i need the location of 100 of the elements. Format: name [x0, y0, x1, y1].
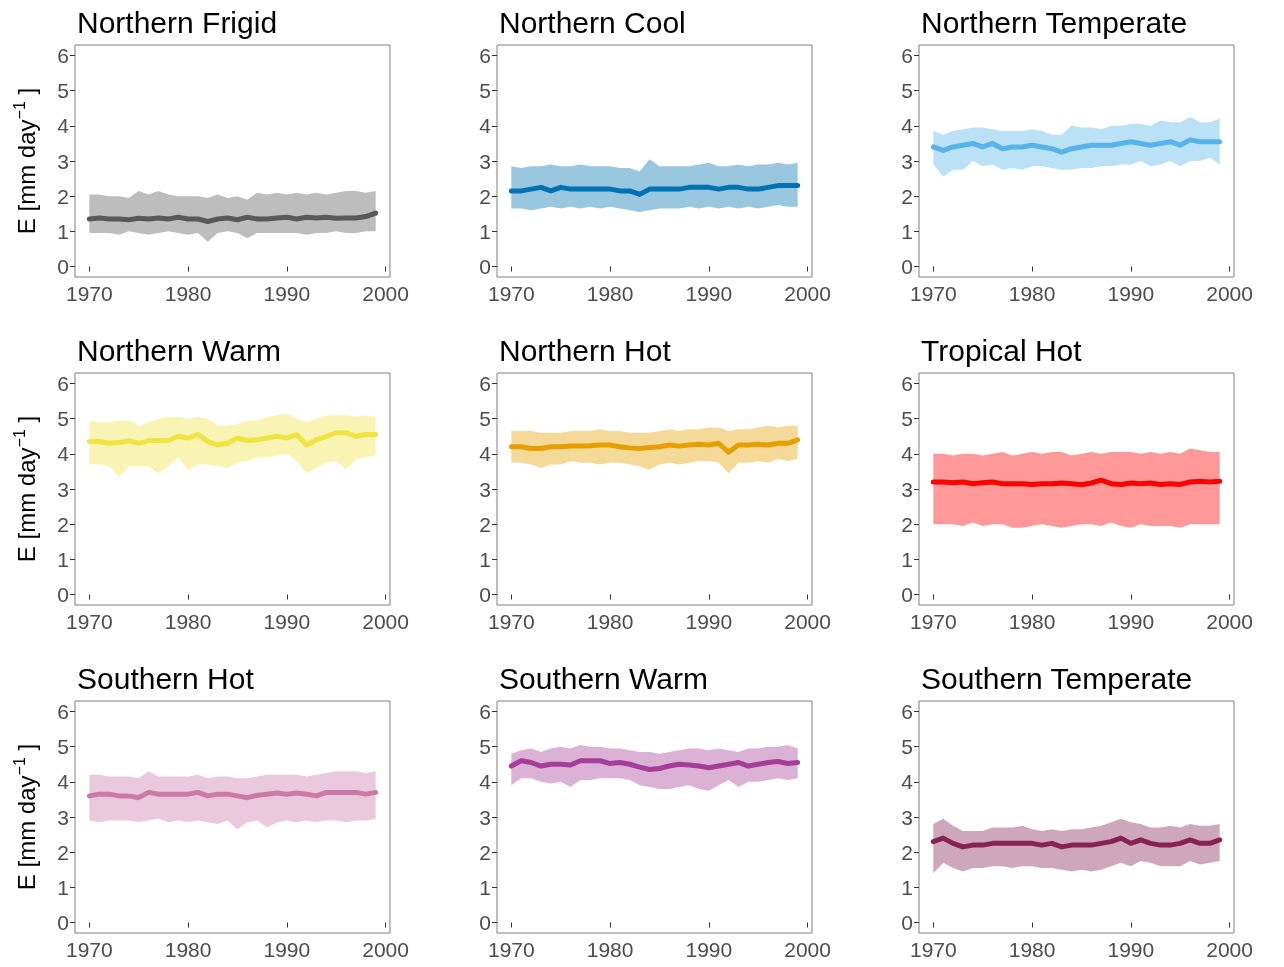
y-tick-label: 4 [901, 114, 914, 138]
y-axis-title: E [mm day−1 ] [10, 743, 40, 891]
x-tick-label: 1990 [263, 938, 311, 961]
y-tick-label: 2 [57, 512, 69, 536]
x-tick-label: 1970 [487, 282, 535, 305]
x-tick-label: 2000 [784, 282, 831, 305]
y-tick-label: 6 [57, 44, 69, 68]
y-tick-label: 4 [479, 114, 492, 138]
chart-title: Southern Hot [77, 661, 255, 695]
y-tick-label: 1 [479, 875, 491, 899]
y-tick-label: 1 [901, 547, 913, 571]
y-tick-label: 0 [57, 910, 69, 934]
x-tick-label: 2000 [362, 282, 409, 305]
y-tick-label: 0 [901, 910, 913, 934]
y-tick-label: 1 [57, 875, 69, 899]
x-tick-label: 1990 [1107, 938, 1155, 961]
x-tick-label: 1970 [909, 938, 957, 961]
x-tick-label: 1970 [65, 282, 113, 305]
x-tick-label: 1980 [164, 282, 212, 305]
x-tick-label: 1980 [586, 610, 634, 633]
y-tick-label: 2 [479, 184, 491, 208]
y-tick-label: 2 [901, 184, 913, 208]
x-tick-label: 1990 [1107, 610, 1155, 633]
y-tick-label: 6 [479, 44, 491, 68]
y-tick-label: 5 [901, 79, 913, 103]
x-tick-label: 1980 [164, 610, 212, 633]
y-tick-label: 3 [901, 805, 913, 829]
y-tick-label: 6 [57, 700, 69, 724]
x-tick-label: 1990 [685, 610, 733, 633]
x-tick-label: 1990 [263, 610, 311, 633]
y-tick-label: 0 [57, 582, 69, 606]
x-tick-label: 1990 [1107, 282, 1155, 305]
x-tick-label: 1970 [487, 610, 535, 633]
x-tick-label: 2000 [362, 610, 409, 633]
y-tick-label: 6 [901, 372, 913, 396]
x-tick-label: 1990 [263, 282, 311, 305]
y-tick-label: 4 [479, 442, 492, 466]
y-tick-label: 2 [901, 512, 913, 536]
y-tick-label: 0 [901, 582, 913, 606]
y-tick-label: 0 [479, 910, 491, 934]
y-tick-label: 2 [57, 840, 69, 864]
chart-title: Tropical Hot [921, 333, 1083, 367]
y-tick-label: 3 [479, 477, 491, 501]
chart-title: Northern Warm [77, 333, 281, 367]
y-tick-label: 3 [901, 149, 913, 173]
x-tick-label: 1990 [685, 938, 733, 961]
x-tick-label: 2000 [1206, 282, 1253, 305]
x-tick-label: 1980 [1008, 610, 1056, 633]
y-tick-label: 2 [901, 840, 913, 864]
chart-title: Northern Hot [499, 333, 672, 367]
y-tick-label: 5 [57, 79, 69, 103]
y-axis-title: E [mm day−1 ] [10, 415, 40, 563]
chart-title: Southern Warm [499, 661, 708, 695]
y-tick-label: 5 [57, 735, 69, 759]
y-tick-label: 4 [57, 442, 70, 466]
y-tick-label: 6 [479, 372, 491, 396]
x-tick-label: 1970 [65, 610, 113, 633]
y-tick-label: 1 [479, 219, 491, 243]
y-tick-label: 4 [901, 770, 914, 794]
y-tick-label: 6 [901, 44, 913, 68]
y-tick-label: 5 [901, 735, 913, 759]
y-tick-label: 1 [901, 875, 913, 899]
x-tick-label: 1980 [1008, 938, 1056, 961]
y-tick-label: 0 [57, 254, 69, 278]
y-tick-label: 4 [479, 770, 492, 794]
y-tick-label: 6 [479, 700, 491, 724]
x-tick-label: 1970 [909, 282, 957, 305]
y-tick-label: 0 [479, 582, 491, 606]
y-tick-label: 1 [479, 547, 491, 571]
x-tick-label: 2000 [1206, 610, 1253, 633]
y-tick-label: 6 [901, 700, 913, 724]
y-tick-label: 3 [901, 477, 913, 501]
x-tick-label: 2000 [784, 938, 831, 961]
y-tick-label: 3 [479, 805, 491, 829]
x-tick-label: 1980 [586, 282, 634, 305]
y-tick-label: 5 [479, 735, 491, 759]
y-tick-label: 4 [901, 442, 914, 466]
y-tick-label: 5 [479, 407, 491, 431]
chart-title: Northern Frigid [77, 5, 278, 39]
x-tick-label: 1980 [586, 938, 634, 961]
y-tick-label: 1 [901, 219, 913, 243]
x-tick-label: 1970 [65, 938, 113, 961]
x-tick-label: 1970 [487, 938, 535, 961]
y-tick-label: 1 [57, 219, 69, 243]
y-tick-label: 2 [57, 184, 69, 208]
y-tick-label: 5 [479, 79, 491, 103]
y-tick-label: 4 [57, 770, 70, 794]
y-tick-label: 1 [57, 547, 69, 571]
y-tick-label: 2 [479, 512, 491, 536]
y-tick-label: 3 [57, 805, 69, 829]
x-tick-label: 2000 [362, 938, 409, 961]
y-tick-label: 3 [57, 477, 69, 501]
x-tick-label: 2000 [784, 610, 831, 633]
x-tick-label: 1980 [164, 938, 212, 961]
chart-title: Northern Temperate [921, 5, 1188, 39]
x-tick-label: 1970 [909, 610, 957, 633]
y-axis-title: E [mm day−1 ] [10, 87, 40, 235]
y-tick-label: 0 [479, 254, 491, 278]
chart-title: Northern Cool [499, 5, 686, 39]
x-tick-label: 2000 [1206, 938, 1253, 961]
